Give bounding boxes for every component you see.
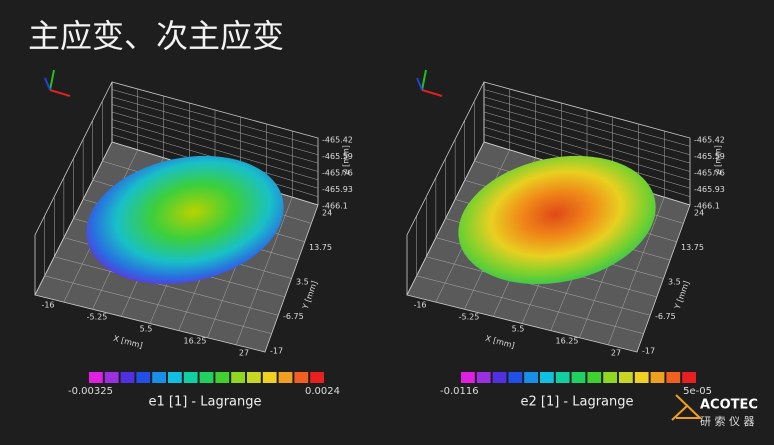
colorbar-swatch: [231, 372, 245, 383]
colorbar-swatch: [524, 372, 538, 383]
colorbar-min: -0.0116: [440, 386, 479, 397]
z-tick-label: -465.76: [694, 169, 725, 178]
colorbar-swatch: [215, 372, 230, 383]
colorbar-swatch: [104, 372, 119, 383]
colorbar-swatch: [492, 372, 507, 383]
colorbar-swatch: [262, 372, 277, 383]
grid-line: [608, 197, 665, 345]
y-tick-label: -17: [270, 347, 283, 356]
colorbar-swatch: [294, 372, 309, 383]
y-tick-label: -6.75: [655, 312, 676, 321]
x-tick-label: 16.25: [556, 337, 579, 346]
y-tick-label: 3.5: [668, 278, 681, 287]
colorbar-swatch: [571, 372, 586, 383]
colorbar-swatch: [247, 372, 261, 383]
y-tick-label: 24: [322, 209, 332, 218]
z-tick-label: -466.1: [322, 202, 348, 211]
colorbar-max: 5e-05: [683, 386, 712, 397]
colorbar-swatch: [120, 372, 135, 383]
z-axis-label: Z [mm]: [714, 145, 723, 175]
grid-line: [111, 89, 319, 147]
colorbar-swatch: [666, 372, 681, 383]
colorbar-swatch: [555, 372, 570, 383]
z-axis-label: Z [mm]: [342, 145, 351, 175]
colorbar-swatch: [89, 372, 103, 383]
axis-triad: [421, 89, 443, 97]
colorbar-swatch: [278, 372, 293, 383]
x-tick-label: -5.25: [87, 313, 108, 322]
axis-triad: [49, 89, 71, 97]
y-tick-label: 3.5: [296, 278, 309, 287]
z-tick-label: -465.59: [322, 152, 353, 161]
logo-name: ACOTEC: [700, 398, 758, 413]
logo: ACOTEC 研 索 仪 器: [671, 394, 758, 428]
grid-line: [111, 96, 319, 155]
colorbar-swatch: [461, 372, 475, 383]
x-tick-label: 16.25: [184, 337, 207, 346]
grid-line: [483, 89, 691, 147]
y-tick-label: 24: [694, 209, 704, 218]
colorbar-min: -0.00325: [68, 386, 113, 397]
x-tick-label: 27: [239, 349, 249, 358]
colorbar-swatch: [619, 372, 633, 383]
axis-triad: [49, 69, 55, 91]
grid-line: [483, 96, 691, 155]
z-tick-label: -465.93: [322, 185, 353, 194]
colorbar-swatch: [168, 372, 182, 383]
z-tick-label: -465.42: [694, 136, 725, 145]
colorbar-swatch: [650, 372, 665, 383]
colorbar-swatch: [682, 372, 696, 383]
colorbar-swatch: [634, 372, 649, 383]
left-wall: [34, 81, 113, 296]
grid-line: [111, 104, 319, 164]
colorbar-label: e1 [1] - Lagrange: [148, 395, 261, 410]
colorbar-swatch: [136, 372, 151, 383]
colorbar-swatch: [183, 372, 198, 383]
x-tick-label: 5.5: [512, 325, 525, 334]
colorbar-swatch: [540, 372, 554, 383]
y-tick-label: 13.75: [309, 243, 332, 252]
x-tick-label: -16: [41, 301, 54, 310]
x-tick-label: 5.5: [140, 325, 153, 334]
x-tick-label: 27: [611, 349, 621, 358]
left-wall: [406, 81, 485, 296]
colorbar-swatch: [199, 372, 214, 383]
z-tick-label: -466.1: [694, 202, 720, 211]
y-tick-label: -17: [642, 347, 655, 356]
colorbar-label: e2 [1] - Lagrange: [520, 395, 633, 410]
axis-triad: [421, 69, 427, 91]
colorbar-swatch: [587, 372, 602, 383]
colorbar-swatch: [476, 372, 491, 383]
strain-surface: [86, 155, 284, 285]
colorbar-max: 0.0024: [305, 386, 340, 397]
z-tick-label: -465.59: [694, 152, 725, 161]
colorbar-swatch: [603, 372, 617, 383]
x-tick-label: -5.25: [459, 313, 480, 322]
colorbar-swatch: [152, 372, 166, 383]
grid-line: [483, 104, 691, 164]
z-tick-label: -465.76: [322, 169, 353, 178]
z-tick-label: -465.93: [694, 185, 725, 194]
slide-title: 主应变、次主应变: [28, 17, 284, 55]
x-tick-label: -16: [413, 301, 426, 310]
plot: -465.42 -465.59 -465.76 -465.93 -466.1 Z [mm]…: [406, 69, 725, 410]
y-tick-label: 13.75: [681, 243, 704, 252]
axis-triad: [44, 77, 51, 91]
colorbar-swatch: [310, 372, 324, 383]
z-tick-label: -465.42: [322, 136, 353, 145]
grid-line: [236, 197, 293, 345]
logo-subtitle: 研 索 仪 器: [700, 414, 755, 428]
strain-surface: [458, 155, 656, 285]
plot: -465.42 -465.59 -465.76 -465.93 -466.1 Z [mm]…: [34, 69, 353, 410]
axis-triad: [416, 77, 423, 91]
grid-line: [111, 111, 319, 172]
colorbar-swatch: [508, 372, 523, 383]
y-tick-label: -6.75: [283, 312, 304, 321]
grid-line: [483, 111, 691, 172]
